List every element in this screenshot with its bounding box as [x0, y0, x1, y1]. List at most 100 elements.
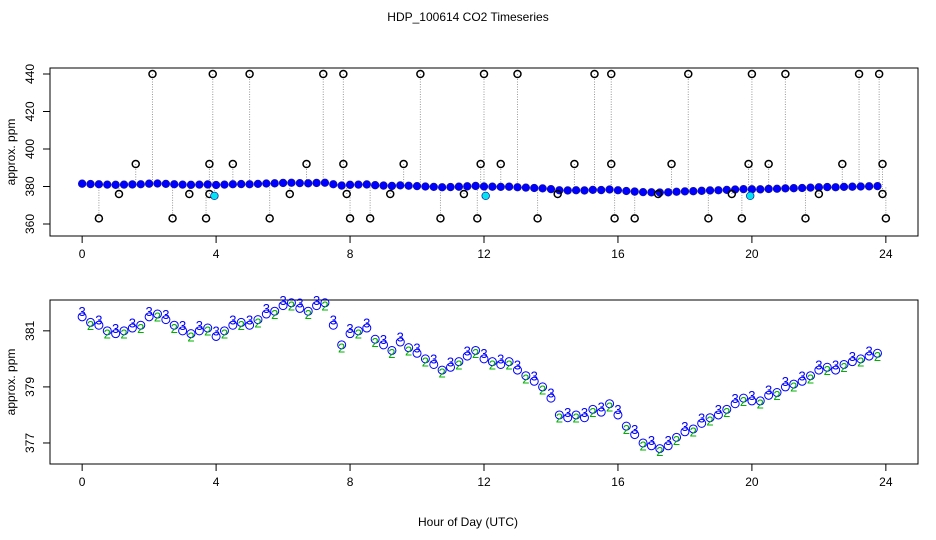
outlier-point: [513, 69, 522, 79]
symbol-point: 3: [95, 312, 102, 327]
outlier-point: [781, 69, 790, 79]
data-point: [220, 180, 229, 189]
data-point: [688, 424, 698, 434]
data-point: [412, 348, 422, 358]
symbol-point: 2: [137, 321, 144, 336]
data-point: [563, 413, 573, 423]
data-point: [421, 182, 430, 191]
outlier-point: [205, 159, 214, 169]
data-point: [806, 371, 816, 381]
outlier-point: [553, 189, 562, 199]
data-point: [873, 181, 882, 191]
x-tick-label: 4: [213, 247, 220, 261]
data-point: [538, 184, 547, 193]
symbol-point: 3: [614, 402, 621, 417]
data-point: [622, 186, 631, 196]
data-point: [504, 182, 514, 191]
symbol-point: 3: [531, 369, 538, 384]
data-point: [546, 184, 556, 194]
data-point: [597, 185, 606, 195]
y-axis-title: approx. ppm: [4, 349, 18, 416]
symbol-point: 3: [665, 433, 672, 448]
outlier-point: [339, 69, 348, 79]
data-point: [454, 357, 464, 367]
data-point: [127, 323, 137, 333]
x-tick-label: 20: [745, 475, 759, 489]
data-point: [605, 399, 615, 409]
outlier-point: [473, 214, 482, 223]
symbol-point: 2: [321, 298, 328, 313]
data-point: [111, 329, 121, 339]
data-point: [580, 186, 589, 195]
symbol-point: 2: [556, 411, 563, 426]
symbol-point: 2: [840, 360, 847, 375]
data-point: [571, 410, 581, 420]
data-point: [236, 317, 246, 327]
outlier-point: [744, 159, 753, 169]
symbol-point: 2: [305, 307, 312, 322]
data-point: [488, 182, 497, 191]
data-point: [831, 183, 840, 192]
data-point: [253, 315, 263, 325]
data-point: [370, 334, 380, 344]
data-point: [638, 187, 648, 197]
outlier-point: [365, 214, 375, 223]
symbol-point: 3: [480, 346, 487, 361]
data-point: [103, 180, 112, 189]
data-point: [621, 421, 631, 431]
data-point: [730, 399, 740, 409]
data-point: [563, 186, 572, 195]
symbol-point: 3: [79, 304, 86, 319]
symbol-point: 2: [522, 371, 529, 386]
symbol-point: 3: [865, 343, 872, 358]
symbol-point: 2: [355, 326, 362, 341]
data-point: [822, 362, 832, 372]
data-point: [119, 326, 129, 336]
data-point: [487, 357, 497, 367]
data-point: [814, 365, 824, 375]
symbol-point: 2: [154, 310, 161, 325]
data-point: [613, 410, 623, 420]
symbol-point: 3: [363, 315, 370, 330]
y-tick-label: 379: [23, 377, 37, 397]
data-point: [228, 320, 238, 330]
data-point: [328, 320, 338, 330]
data-point: [353, 326, 363, 336]
symbol-point: 3: [313, 293, 320, 308]
symbol-point: 3: [263, 301, 270, 316]
symbol-point: 3: [832, 357, 839, 372]
data-point: [312, 178, 321, 188]
symbol-point: 2: [238, 318, 245, 333]
outlier-point: [630, 214, 639, 223]
data-point: [864, 182, 874, 191]
data-point: [839, 359, 849, 369]
outlier-point: [339, 159, 348, 169]
symbol-point: 3: [380, 332, 387, 347]
data-point: [479, 354, 489, 364]
outlier-point: [874, 69, 884, 79]
data-point: [253, 179, 263, 189]
data-point: [270, 179, 279, 188]
x-axis-title: Hour of Day (UTC): [418, 515, 518, 529]
symbol-point: 2: [87, 318, 94, 333]
data-point: [395, 337, 405, 347]
data-point: [287, 178, 296, 187]
data-point: [195, 180, 204, 189]
symbol-point: 3: [547, 385, 554, 400]
data-point: [655, 188, 664, 197]
data-point: [655, 444, 665, 454]
data-point: [571, 186, 581, 195]
outlier-point: [228, 159, 238, 169]
symbol-point: 3: [196, 318, 203, 333]
data-point: [203, 180, 212, 189]
data-point: [228, 180, 237, 189]
data-point: [303, 306, 313, 316]
outlier-point: [342, 189, 351, 199]
data-point: [161, 179, 171, 189]
symbol-point: 3: [464, 343, 471, 358]
symbol-point: 3: [681, 419, 688, 434]
data-point: [856, 354, 866, 364]
x-tick-label: 0: [79, 475, 86, 489]
data-point: [152, 309, 162, 319]
